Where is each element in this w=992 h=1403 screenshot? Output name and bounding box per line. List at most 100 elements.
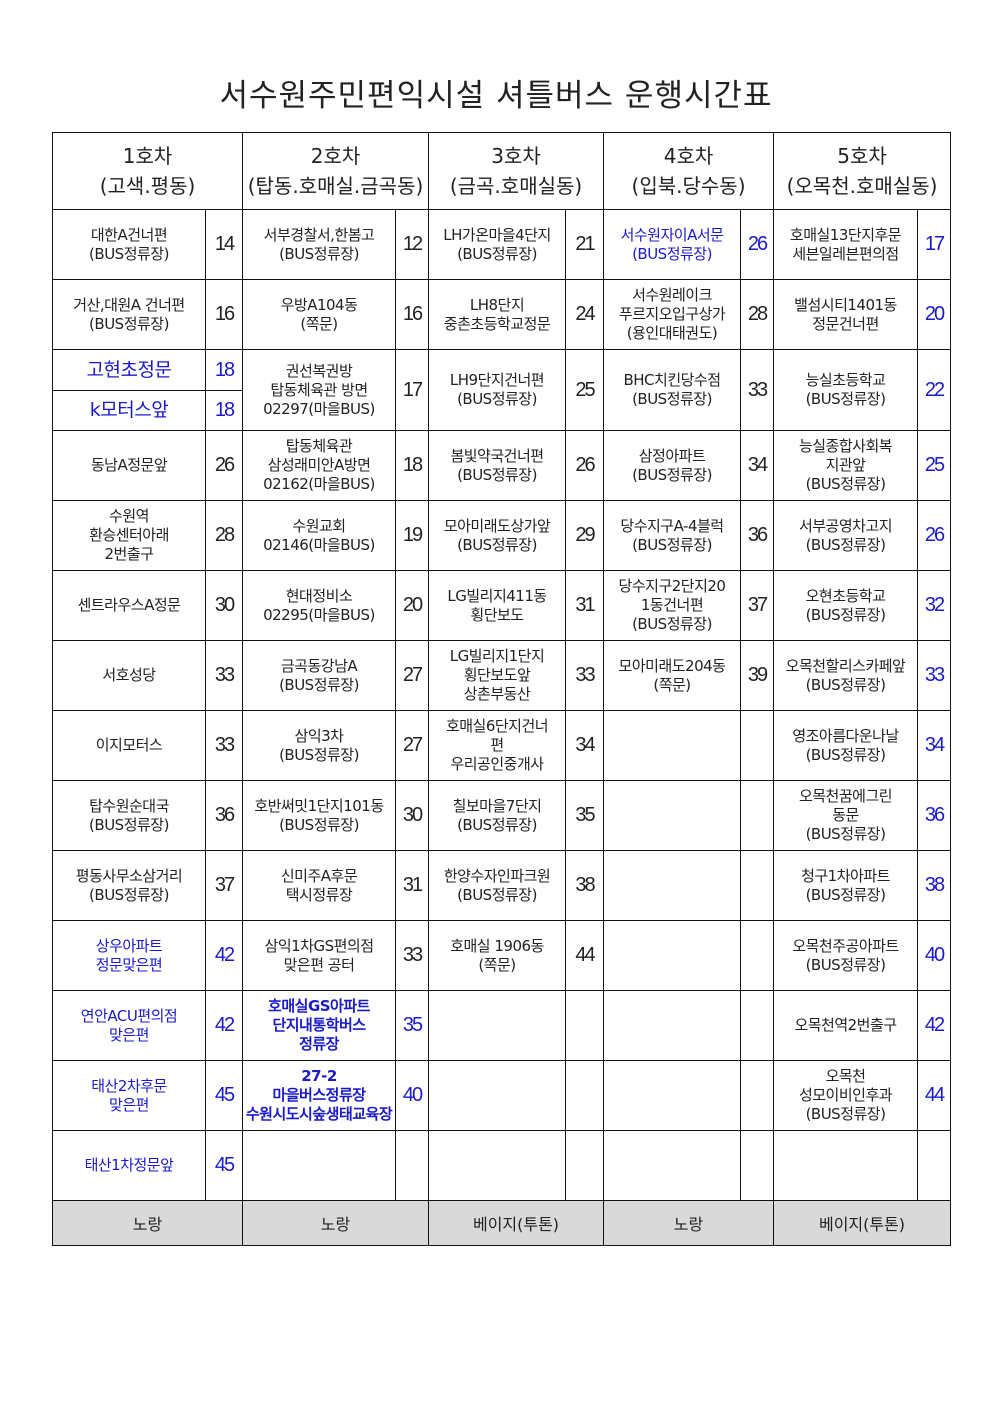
stop-name: BHC치킨당수점 (BUS정류장) [603,349,742,431]
stop-name: 오목천할리스카페앞 (BUS정류장) [773,640,919,711]
stop-time: 31 [565,570,605,641]
stop-name: 삼익3차 (BUS정류장) [242,710,397,781]
stop-time [740,850,775,921]
stop-name: LG빌리지411동 횡단보도 [428,570,567,641]
stop-time: 27 [395,710,430,781]
stop-time: 18 [204,349,244,391]
stop-name: LH9단지건너편 (BUS정류장) [428,349,567,431]
stop-time: 32 [917,570,952,641]
route-header-1: 1호차 (고색.평동) [51,132,244,210]
stop-time: 20 [917,279,952,350]
table-row: 상우아파트 정문맞은편 42 삼익1차GS편의점 맞은편 공터 33 호매실 1906동… [52,920,952,991]
table-row: 태산1차정문앞 45 [52,1130,952,1201]
table-row: 평동사무소삼거리 (BUS정류장) 37 신미주A후문 택시정류장 31 한양수자인파크… [52,850,952,921]
stop-time: 44 [565,920,605,991]
stop-name [428,990,567,1061]
stop-name [428,1060,567,1131]
table-row: k모터스앞 18 [52,390,951,431]
stop-time [740,920,775,991]
stop-time: 45 [204,1060,244,1131]
stop-name: 오목천주공아파트 (BUS정류장) [773,920,919,991]
stop-time [565,990,605,1061]
stop-name: 신미주A후문 택시정류장 [242,850,397,921]
stop-time [395,1130,430,1201]
stop-time: 26 [204,430,244,501]
stop-name: 모아미래도상가앞 (BUS정류장) [428,500,567,571]
stop-time: 20 [395,570,430,641]
stop-time: 24 [565,279,605,350]
stop-time: 16 [395,279,430,350]
stop-name [242,1130,397,1201]
stop-time [565,1130,605,1201]
stop-name: 태산1차정문앞 [52,1130,206,1201]
bus-color-4: 노랑 [603,1200,775,1246]
stop-time: 28 [740,279,775,350]
table-row: 고현초정문 18 권선복권방 탑동체육관 방면 02297(마을BUS) 17 LH9단… [52,349,952,431]
stop-name [428,1130,567,1201]
stop-name: 수원역 환승센터아래 2번출구 [52,500,206,571]
stop-time: 18 [395,430,430,501]
stop-name [603,850,742,921]
stop-time [740,1060,775,1131]
stop-time: 25 [565,349,605,431]
stop-time: 33 [395,920,430,991]
stop-name: 상우아파트 정문맞은편 [52,920,206,991]
stop-name: 호반써밋1단지101동 (BUS정류장) [242,780,397,851]
stop-time: 26 [740,209,775,280]
header-row: 1호차 (고색.평동) 2호차 (탑동.호매실.금곡동) 3호차 (금곡.호매실동)… [51,132,952,210]
stop-name: 능실종합사회복 지관앞 (BUS정류장) [773,430,919,501]
stop-time: 34 [565,710,605,781]
table-row: 거산,대원A 건너편 (BUS정류장) 16 우방A104동 (쪽문) 16 LH8단지… [52,279,952,350]
stop-name: 서수원자이A서문 (BUS정류장) [603,209,742,280]
table-row: 수원역 환승센터아래 2번출구 28 수원교회 02146(마을BUS) 19 모아미래… [52,500,952,571]
stop-name: 오목천 성모이비인후과 (BUS정류장) [773,1060,919,1131]
stop-name: 센트라우스A정문 [52,570,206,641]
bus-color-2: 노랑 [242,1200,430,1246]
stop-time: 42 [917,990,952,1061]
route-header-4: 4호차 (입북.당수동) [603,132,775,210]
stop-name: 밸섬시티1401동 정문건너편 [773,279,919,350]
stop-time: 36 [917,780,952,851]
stop-name: 우방A104동 (쪽문) [242,279,397,350]
stop-time: 30 [395,780,430,851]
route-header-3: 3호차 (금곡.호매실동) [428,132,605,210]
table-row: 탑수원순대국 (BUS정류장) 36 호반써밋1단지101동 (BUS정류장) 30 칠… [52,780,952,851]
stop-name: 당수지구2단지20 1동건너편 (BUS정류장) [603,570,742,641]
stop-time [565,1060,605,1131]
stop-time [740,710,775,781]
table-row: 연안ACU편의점 맞은편 42 호매실GS아파트 단지내통학버스 정류장 35 오목천역… [52,990,952,1061]
bus-color-1: 노랑 [51,1200,244,1246]
stop-name: 수원교회 02146(마을BUS) [242,500,397,571]
stop-time: 26 [917,500,952,571]
stop-name: 능실초등학교 (BUS정류장) [773,349,919,431]
stop-name: 탑수원순대국 (BUS정류장) [52,780,206,851]
stop-time: 12 [395,209,430,280]
table-row: 이지모터스 33 삼익3차 (BUS정류장) 27 호매실6단지건너 편 우리공인중개사… [52,710,952,781]
stop-time: 35 [565,780,605,851]
stop-name: 오현초등학교 (BUS정류장) [773,570,919,641]
stop-name: 호매실 1906동 (쪽문) [428,920,567,991]
stop-time: 42 [204,990,244,1061]
stop-time: 34 [740,430,775,501]
stop-time [740,990,775,1061]
stop-name: 호매실6단지건너 편 우리공인중개사 [428,710,567,781]
stop-name: 서부공영차고지 (BUS정류장) [773,500,919,571]
stop-time: 37 [740,570,775,641]
stop-time [917,1130,952,1201]
stop-time: 25 [917,430,952,501]
stop-name: 영조아름다운나날 (BUS정류장) [773,710,919,781]
stop-time: 26 [565,430,605,501]
stop-name: 서수원레이크 푸르지오입구상가 (용인대태권도) [603,279,742,350]
stop-time: 18 [204,390,244,431]
stop-time: 42 [204,920,244,991]
stop-name: 동남A정문앞 [52,430,206,501]
stop-time: 29 [565,500,605,571]
stop-time: 34 [917,710,952,781]
table-row: 동남A정문앞 26 탑동체육관 삼성래미안A방면 02162(마을BUS) 18 봄빛약… [52,430,952,501]
stop-name: k모터스앞 [52,390,206,431]
stop-time: 28 [204,500,244,571]
stop-time: 30 [204,570,244,641]
stop-name: 봄빛약국건너편 (BUS정류장) [428,430,567,501]
stop-name [603,920,742,991]
stop-name [603,780,742,851]
